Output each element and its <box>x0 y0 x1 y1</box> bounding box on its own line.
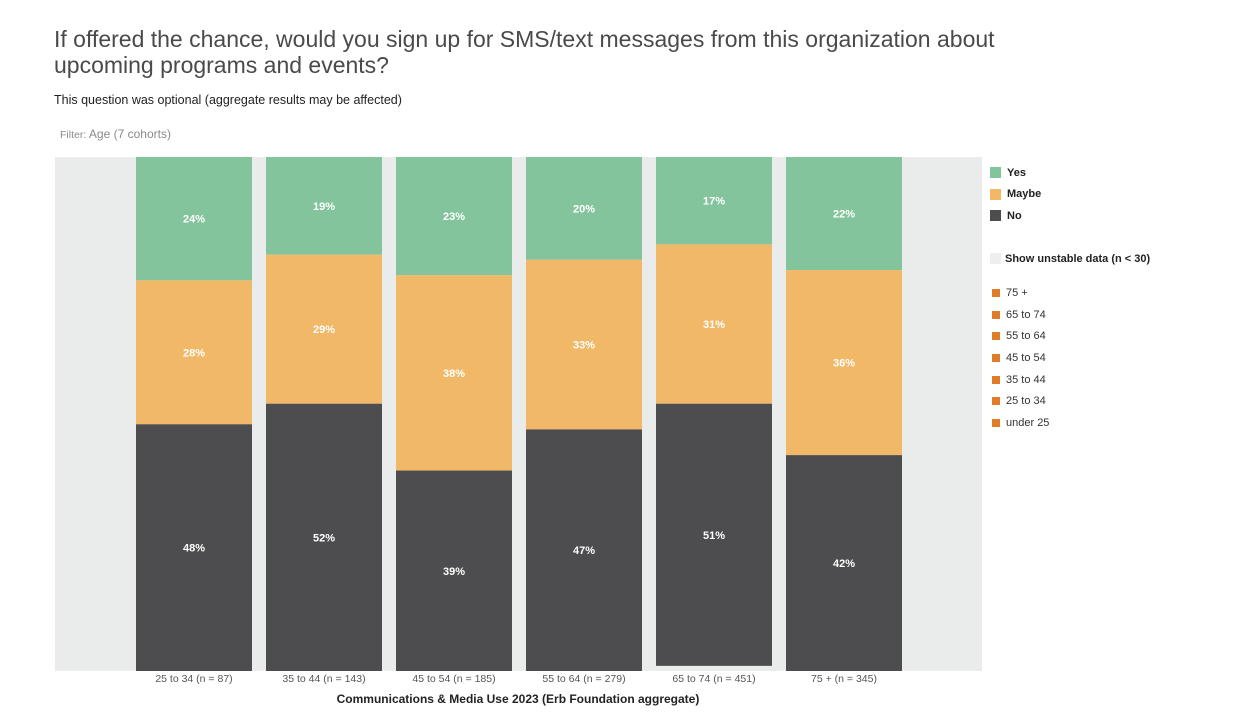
bar-data-label: 39% <box>443 566 465 578</box>
cohort-filter-list: 75 + 65 to 74 55 to 64 45 to 54 35 to 44 25 t… <box>990 283 1250 434</box>
cohort-marker-icon <box>992 310 1000 319</box>
bar-data-label: 28% <box>183 347 205 359</box>
cohort-marker-icon <box>992 354 1000 363</box>
legend-item-maybe[interactable]: Maybe <box>990 184 1250 206</box>
filter-label: Filter: <box>60 129 87 141</box>
bar-segment-yes[interactable] <box>656 157 772 245</box>
chart-title: If offered the chance, would you sign up… <box>54 26 995 78</box>
bar-data-label: 51% <box>703 530 725 542</box>
bars-group: 24% 28% 48% 19% 29% 52% 23% 38% 39% 20% 33% 47% 17% 3… <box>136 157 902 671</box>
x-tick-label: 65 to 74 (n = 451) <box>672 673 755 685</box>
cohort-item[interactable]: 75 + <box>990 283 1250 305</box>
cohort-item[interactable]: 35 to 44 <box>990 369 1250 391</box>
bar-segment-maybe[interactable] <box>136 280 252 425</box>
x-tick-label: 25 to 34 (n = 87) <box>155 673 232 685</box>
cohort-label: under 25 <box>1006 416 1050 429</box>
x-tick-labels: 25 to 34 (n = 87) 35 to 44 (n = 143) 45 to… <box>155 673 877 685</box>
legend-label: No <box>1007 209 1022 222</box>
bar-segment-no[interactable] <box>526 429 642 671</box>
bar-data-label: 19% <box>313 201 335 213</box>
x-axis-label: Communications & Media Use 2023 (Erb Fou… <box>337 692 700 706</box>
bar-segment-maybe[interactable] <box>526 259 642 430</box>
bar-segment-no[interactable] <box>656 403 772 666</box>
bar-data-label: 24% <box>183 214 205 226</box>
cohort-label: 25 to 34 <box>1006 395 1046 408</box>
cohort-marker-icon <box>992 289 1000 298</box>
cohort-label: 45 to 54 <box>1006 352 1046 365</box>
legend-label: Yes <box>1007 166 1026 179</box>
bar-segment-no[interactable] <box>136 424 252 671</box>
legend-item-yes[interactable]: Yes <box>990 162 1250 184</box>
bar-data-label: 23% <box>443 211 465 223</box>
cohort-label: 35 to 44 <box>1006 373 1046 386</box>
show-unstable-data-toggle[interactable]: Show unstable data (n < 30) <box>990 249 1250 269</box>
unstable-label: Show unstable data (n < 30) <box>1005 252 1151 265</box>
bar-data-label: 36% <box>833 358 855 370</box>
bar-segment-no[interactable] <box>396 470 512 671</box>
cohort-marker-icon <box>992 375 1000 384</box>
bar-data-label: 20% <box>573 203 595 215</box>
x-tick-label: 75 + (n = 345) <box>811 673 877 685</box>
legend-series: Yes Maybe No <box>990 162 1250 227</box>
bar-data-label: 31% <box>703 319 725 331</box>
cohort-marker-icon <box>992 332 1000 341</box>
x-tick-label: 35 to 44 (n = 143) <box>282 673 365 685</box>
cohort-label: 75 + <box>1006 287 1028 300</box>
bar-segment-yes[interactable] <box>786 157 902 271</box>
cohort-item[interactable]: 25 to 34 <box>990 390 1250 412</box>
cohort-marker-icon <box>992 418 1000 427</box>
bar-data-label: 47% <box>573 545 595 557</box>
bar-segment-no[interactable] <box>266 403 382 671</box>
cohort-item[interactable]: under 25 <box>990 412 1250 434</box>
bar-segment-yes[interactable] <box>396 157 512 276</box>
legend-item-no[interactable]: No <box>990 205 1250 227</box>
cohort-item[interactable]: 45 to 54 <box>990 347 1250 369</box>
bar-data-label: 42% <box>833 558 855 570</box>
bar-data-label: 22% <box>833 209 855 221</box>
bar-data-label: 38% <box>443 368 465 380</box>
legend-label: Maybe <box>1007 188 1042 201</box>
bar-data-label: 17% <box>703 196 725 208</box>
legend: Yes Maybe No Show unstable data (n < 30) 7… <box>990 162 1250 434</box>
bar-data-label: 33% <box>573 340 595 352</box>
x-tick-label: 45 to 54 (n = 185) <box>412 673 495 685</box>
bar-segment-maybe[interactable] <box>266 254 382 404</box>
filter-value: Age (7 cohorts) <box>88 127 171 141</box>
bar-data-label: 52% <box>313 532 335 544</box>
filter-indicator: Filter: Age (7 cohorts) <box>60 127 171 141</box>
legend-swatch <box>990 188 1001 200</box>
x-tick-label: 55 to 64 (n = 279) <box>542 673 625 685</box>
bar-segment-maybe[interactable] <box>656 244 772 404</box>
bar-segment-yes[interactable] <box>526 157 642 260</box>
legend-swatch <box>990 210 1001 222</box>
bar-data-label: 48% <box>183 543 205 555</box>
bar-segment-yes[interactable] <box>136 157 252 281</box>
bar-segment-yes[interactable] <box>266 157 382 255</box>
cohort-label: 65 to 74 <box>1006 308 1046 321</box>
cohort-item[interactable]: 55 to 64 <box>990 326 1250 348</box>
chart-subtitle: This question was optional (aggregate re… <box>54 93 402 107</box>
cohort-item[interactable]: 65 to 74 <box>990 304 1250 326</box>
bar-segment-maybe[interactable] <box>786 270 902 456</box>
legend-swatch <box>990 167 1001 179</box>
unstable-checkbox[interactable] <box>990 253 1001 264</box>
bar-segment-no[interactable] <box>786 455 902 671</box>
bar-segment-maybe[interactable] <box>396 275 512 471</box>
bar-data-label: 29% <box>313 324 335 336</box>
cohort-label: 55 to 64 <box>1006 330 1046 343</box>
cohort-marker-icon <box>992 397 1000 406</box>
